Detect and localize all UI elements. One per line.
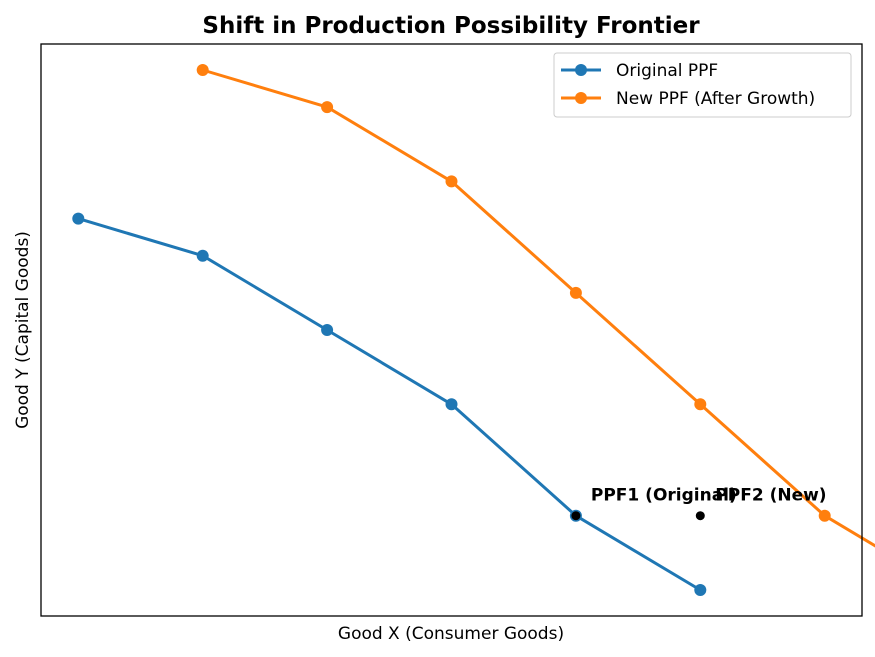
legend-label-new: New PPF (After Growth): [616, 89, 815, 109]
series-0-point-2: [321, 324, 334, 336]
series-1-point-0: [196, 64, 209, 76]
legend-label-original: Original PPF: [616, 61, 718, 81]
legend: Original PPF New PPF (After Growth): [553, 52, 852, 118]
legend-marker-new: [575, 92, 587, 104]
annotation-label-1: PPF2 (New): [715, 486, 826, 506]
plot-lines: [77, 68, 875, 592]
plot-annotations: PPF1 (Original)PPF2 (New): [571, 486, 827, 521]
plot-frame: [40, 43, 863, 617]
series-0-point-1: [196, 249, 209, 262]
series-0-point-5: [694, 584, 707, 596]
annotation-point-1: [695, 511, 705, 521]
series-1-point-5: [818, 509, 831, 522]
series-1-point-2: [445, 175, 458, 188]
x-axis-label: Good X (Consumer Goods): [338, 624, 564, 644]
series-0-point-3: [445, 398, 458, 411]
y-axis-label: Good Y (Capital Goods): [13, 231, 33, 429]
series-1-point-3: [569, 286, 582, 299]
annotation-point-0: [571, 511, 581, 521]
annotation-label-0: PPF1 (Original): [591, 486, 737, 506]
series-line-1: [202, 68, 875, 548]
legend-frame: [553, 52, 852, 118]
series-line-0: [77, 217, 702, 592]
series-0-point-0: [72, 212, 85, 225]
series-1-point-1: [321, 101, 334, 114]
series-1-point-4: [694, 398, 707, 411]
plot-markers: [72, 64, 831, 596]
legend-marker-original: [575, 64, 587, 76]
chart-title: Shift in Production Possibility Frontier: [202, 13, 700, 39]
